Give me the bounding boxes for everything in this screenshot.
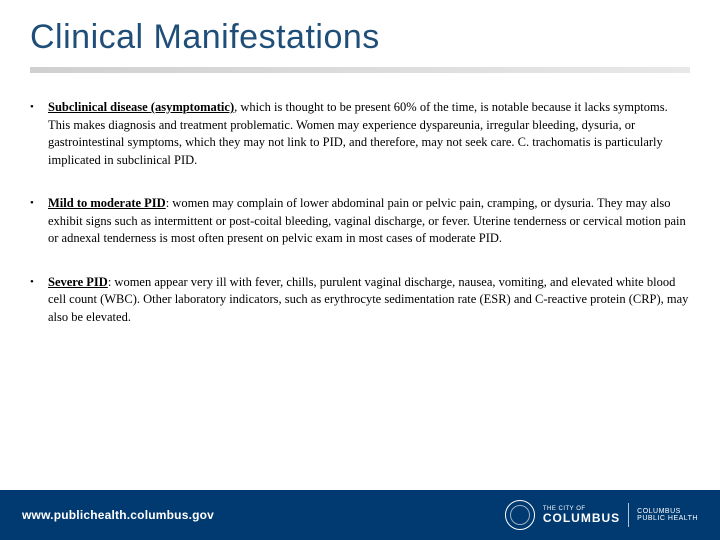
logo-line2: COLUMBUS [543, 512, 620, 525]
logo-text: THE CITY OF COLUMBUS COLUMBUS PUBLIC HEA… [543, 503, 698, 527]
bullet-rest: : women appear very ill with fever, chil… [48, 275, 688, 324]
logo-divider [628, 503, 629, 527]
slide: Clinical Manifestations • Subclinical di… [0, 0, 720, 540]
logo-ph-block: COLUMBUS PUBLIC HEALTH [637, 508, 698, 523]
logo-city-block: THE CITY OF COLUMBUS [543, 506, 620, 525]
footer-logo: THE CITY OF COLUMBUS COLUMBUS PUBLIC HEA… [505, 500, 698, 530]
bullet-marker: • [30, 274, 48, 327]
logo-ph-line2: PUBLIC HEALTH [637, 515, 698, 522]
footer-bar: www.publichealth.columbus.gov THE CITY O… [0, 490, 720, 540]
bullet-item: • Subclinical disease (asymptomatic), wh… [30, 99, 690, 169]
bullet-body: Mild to moderate PID: women may complain… [48, 195, 690, 248]
bullet-body: Severe PID: women appear very ill with f… [48, 274, 690, 327]
bullet-body: Subclinical disease (asymptomatic), whic… [48, 99, 690, 169]
city-seal-icon [505, 500, 535, 530]
bullet-item: • Severe PID: women appear very ill with… [30, 274, 690, 327]
bullet-lead: Subclinical disease (asymptomatic) [48, 100, 234, 114]
bullet-lead: Severe PID [48, 275, 108, 289]
bullet-marker: • [30, 195, 48, 248]
bullet-item: • Mild to moderate PID: women may compla… [30, 195, 690, 248]
footer-url: www.publichealth.columbus.gov [22, 508, 214, 522]
title-area: Clinical Manifestations [0, 0, 720, 81]
bullet-marker: • [30, 99, 48, 169]
content-area: • Subclinical disease (asymptomatic), wh… [0, 81, 720, 490]
logo-ph-line1: COLUMBUS [637, 508, 698, 515]
title-underline [30, 67, 690, 73]
slide-title: Clinical Manifestations [30, 18, 690, 57]
bullet-lead: Mild to moderate PID [48, 196, 166, 210]
